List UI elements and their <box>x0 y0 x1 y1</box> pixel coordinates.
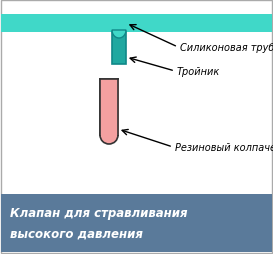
Text: Силиконовая трубка: Силиконовая трубка <box>180 43 273 53</box>
Text: Клапан для стравливания: Клапан для стравливания <box>10 207 188 220</box>
Bar <box>99 80 118 135</box>
Bar <box>1 194 272 252</box>
Ellipse shape <box>100 126 118 145</box>
Text: Тройник: Тройник <box>177 67 220 77</box>
Polygon shape <box>112 31 126 39</box>
Text: Резиновый колпачек: Резиновый колпачек <box>175 142 273 152</box>
Bar <box>1 15 272 33</box>
Bar <box>100 80 118 135</box>
Text: высокого давления: высокого давления <box>10 227 143 240</box>
Bar <box>112 33 126 65</box>
